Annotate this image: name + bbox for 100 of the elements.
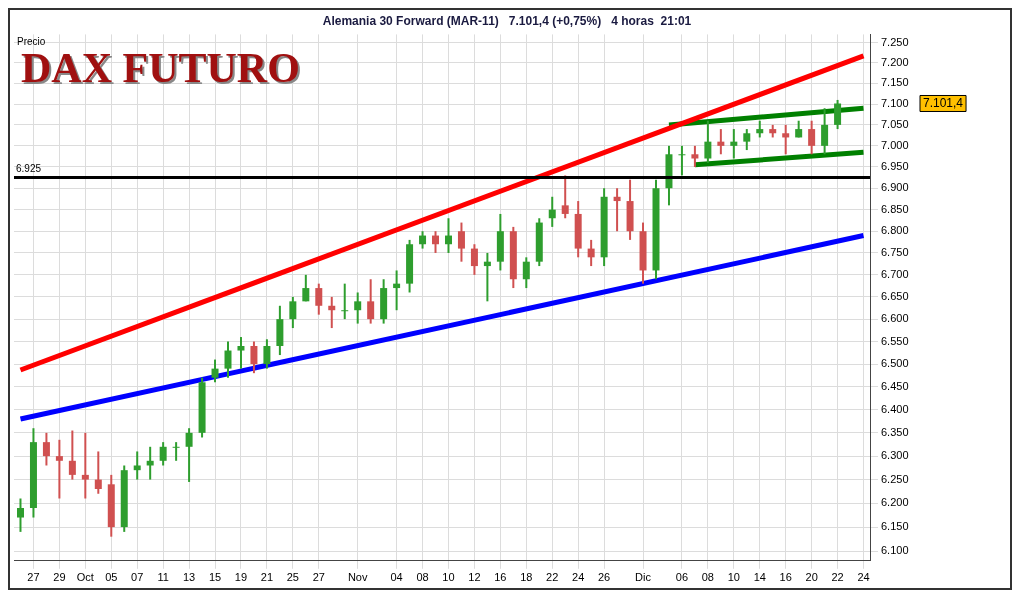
y-tick-label: 6.250: [881, 472, 909, 485]
candlestick: [444, 217, 452, 254]
x-tick-label: Dic: [635, 571, 652, 584]
y-tick-label: 6.550: [881, 334, 909, 347]
x-tick-label: 04: [390, 571, 403, 584]
candlestick: [457, 221, 465, 263]
candlestick: [782, 123, 790, 156]
candlestick: [250, 340, 258, 375]
x-tick-label: 08: [701, 571, 714, 584]
y-tick-label: 6.300: [881, 449, 909, 462]
candlestick: [470, 243, 478, 276]
x-tick-label: 26: [598, 571, 611, 584]
x-tick-label: Nov: [347, 571, 368, 584]
candlestick: [55, 438, 63, 500]
candlestick: [211, 358, 219, 384]
y-axis-title: Precio: [17, 36, 46, 48]
candlestick: [42, 431, 50, 467]
candlestick: [483, 251, 491, 303]
candlestick: [393, 269, 401, 312]
candlestick: [16, 497, 24, 533]
x-tick-label: 21: [260, 571, 274, 584]
candlestick: [743, 128, 751, 152]
candlestick: [704, 119, 712, 164]
candlestick: [522, 256, 530, 290]
candlestick: [224, 340, 232, 379]
y-tick-label: 6.400: [881, 402, 909, 415]
x-tick-label: 08: [416, 571, 429, 584]
candlestick: [548, 195, 556, 228]
candlestick: [367, 278, 375, 325]
x-tick-label: 29: [53, 571, 66, 584]
x-tick-label: 18: [520, 571, 533, 584]
x-tick-label: 10: [442, 571, 455, 584]
candlestick: [94, 450, 102, 495]
x-tick-label: 12: [468, 571, 481, 584]
y-tick-label: 6.100: [881, 544, 909, 557]
x-tick-label: 22: [831, 571, 844, 584]
x-tick-label: 05: [105, 571, 118, 584]
x-tick-label: 24: [857, 571, 870, 584]
y-tick-label: 6.500: [881, 357, 909, 370]
candlestick: [328, 295, 336, 330]
candlestick: [237, 336, 245, 370]
candlestick: [185, 427, 193, 483]
y-tick-label: 6.800: [881, 224, 909, 237]
candlestick: [678, 144, 686, 177]
candlestick: [613, 187, 621, 233]
x-tick-label: 14: [753, 571, 766, 584]
candlestick: [289, 295, 297, 330]
y-tick-label: 6.750: [881, 245, 909, 258]
x-tick-label: 20: [805, 571, 818, 584]
y-tick-label: 7.150: [881, 76, 909, 89]
candlestick: [263, 338, 271, 370]
chart-subtitle: DAX FUTURO: [23, 47, 302, 94]
x-tick-label: 16: [494, 571, 507, 584]
y-tick-label: 6.700: [881, 267, 909, 280]
x-tick-label: 19: [234, 571, 248, 584]
x-tick-label: 07: [131, 571, 144, 584]
x-tick-label: 11: [157, 571, 169, 584]
y-tick-label: 7.050: [881, 117, 909, 130]
y-tick-label: 6.350: [881, 425, 909, 438]
y-tick-label: 6.150: [881, 520, 909, 533]
x-tick-label: 16: [779, 571, 792, 584]
y-tick-label: 7.200: [881, 55, 909, 68]
x-tick-label: 10: [727, 571, 740, 584]
ref-line-label: 6.925: [16, 163, 42, 175]
candlestick: [730, 128, 738, 160]
y-tick-label: 6.850: [881, 202, 909, 215]
y-tick-label: 7.250: [881, 35, 909, 48]
candlestick: [691, 144, 699, 168]
candlestick: [172, 441, 180, 462]
chart-title: Alemania 30 Forward (MAR-11) 7.101,4 (+0,75%) 4 horas 21:01: [322, 13, 692, 28]
x-tick-label: 13: [182, 571, 196, 584]
x-tick-label: 27: [27, 571, 40, 584]
x-tick-label: 24: [572, 571, 585, 584]
candlestick: [561, 174, 569, 220]
y-tick-label: 7.100: [881, 97, 909, 110]
x-tick-label: 15: [208, 571, 222, 584]
candlestick: [821, 107, 829, 156]
candlestick: [159, 441, 167, 467]
candlestick: [68, 429, 76, 481]
x-tick-label: 22: [546, 571, 559, 584]
candlestick: [808, 119, 816, 156]
text: 7.101,4: [923, 95, 964, 110]
candlestick: [133, 450, 141, 481]
y-tick-label: 6.900: [881, 181, 909, 194]
x-tick-label: 27: [312, 571, 325, 584]
candlestick: [302, 273, 310, 303]
x-tick-label: 06: [675, 571, 689, 584]
candlestick: [834, 98, 842, 131]
candlestick: [717, 128, 725, 156]
x-tick-label: 25: [286, 571, 299, 584]
y-tick-label: 7.000: [881, 138, 909, 151]
y-tick-label: 6.600: [881, 312, 909, 325]
candlestick: [354, 291, 362, 325]
x-tick-label: Oct: [76, 571, 94, 584]
candlestick: [315, 282, 323, 316]
candlestick: [341, 282, 349, 321]
candlestick: [432, 230, 440, 254]
y-tick-label: 6.450: [881, 379, 909, 392]
candlestick: [81, 431, 89, 500]
candlestick: [587, 238, 595, 268]
